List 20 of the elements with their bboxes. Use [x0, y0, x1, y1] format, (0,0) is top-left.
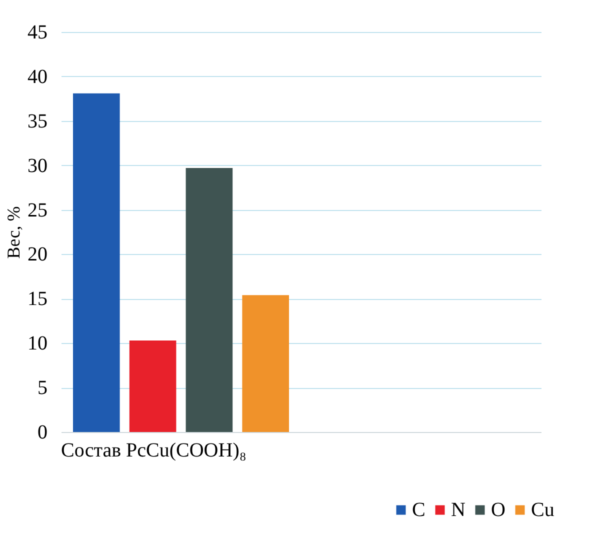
y-tick-label: 5 — [38, 377, 48, 400]
y-axis-title: Вес, % — [4, 206, 24, 259]
bar — [186, 168, 233, 432]
x-tick-label: Состав PcCu(COOH)₈ — [61, 440, 246, 462]
bar — [242, 295, 289, 432]
y-tick-label: 10 — [28, 332, 48, 355]
y-tick-label: 15 — [28, 288, 48, 310]
y-tick-label: 0 — [38, 422, 48, 444]
y-tick-label: 40 — [28, 66, 48, 88]
y-tick-label: 35 — [28, 110, 48, 132]
legend-label: N — [451, 499, 466, 521]
legend-label: C — [412, 499, 426, 521]
bar — [73, 93, 120, 432]
y-tick-label: 25 — [28, 199, 48, 222]
legend-label: Cu — [531, 499, 554, 521]
bar — [129, 340, 176, 432]
y-tick-label: 30 — [28, 154, 48, 177]
y-tick-label: 45 — [28, 22, 48, 44]
legend-label: O — [491, 499, 506, 521]
y-tick-label: 20 — [28, 244, 48, 266]
